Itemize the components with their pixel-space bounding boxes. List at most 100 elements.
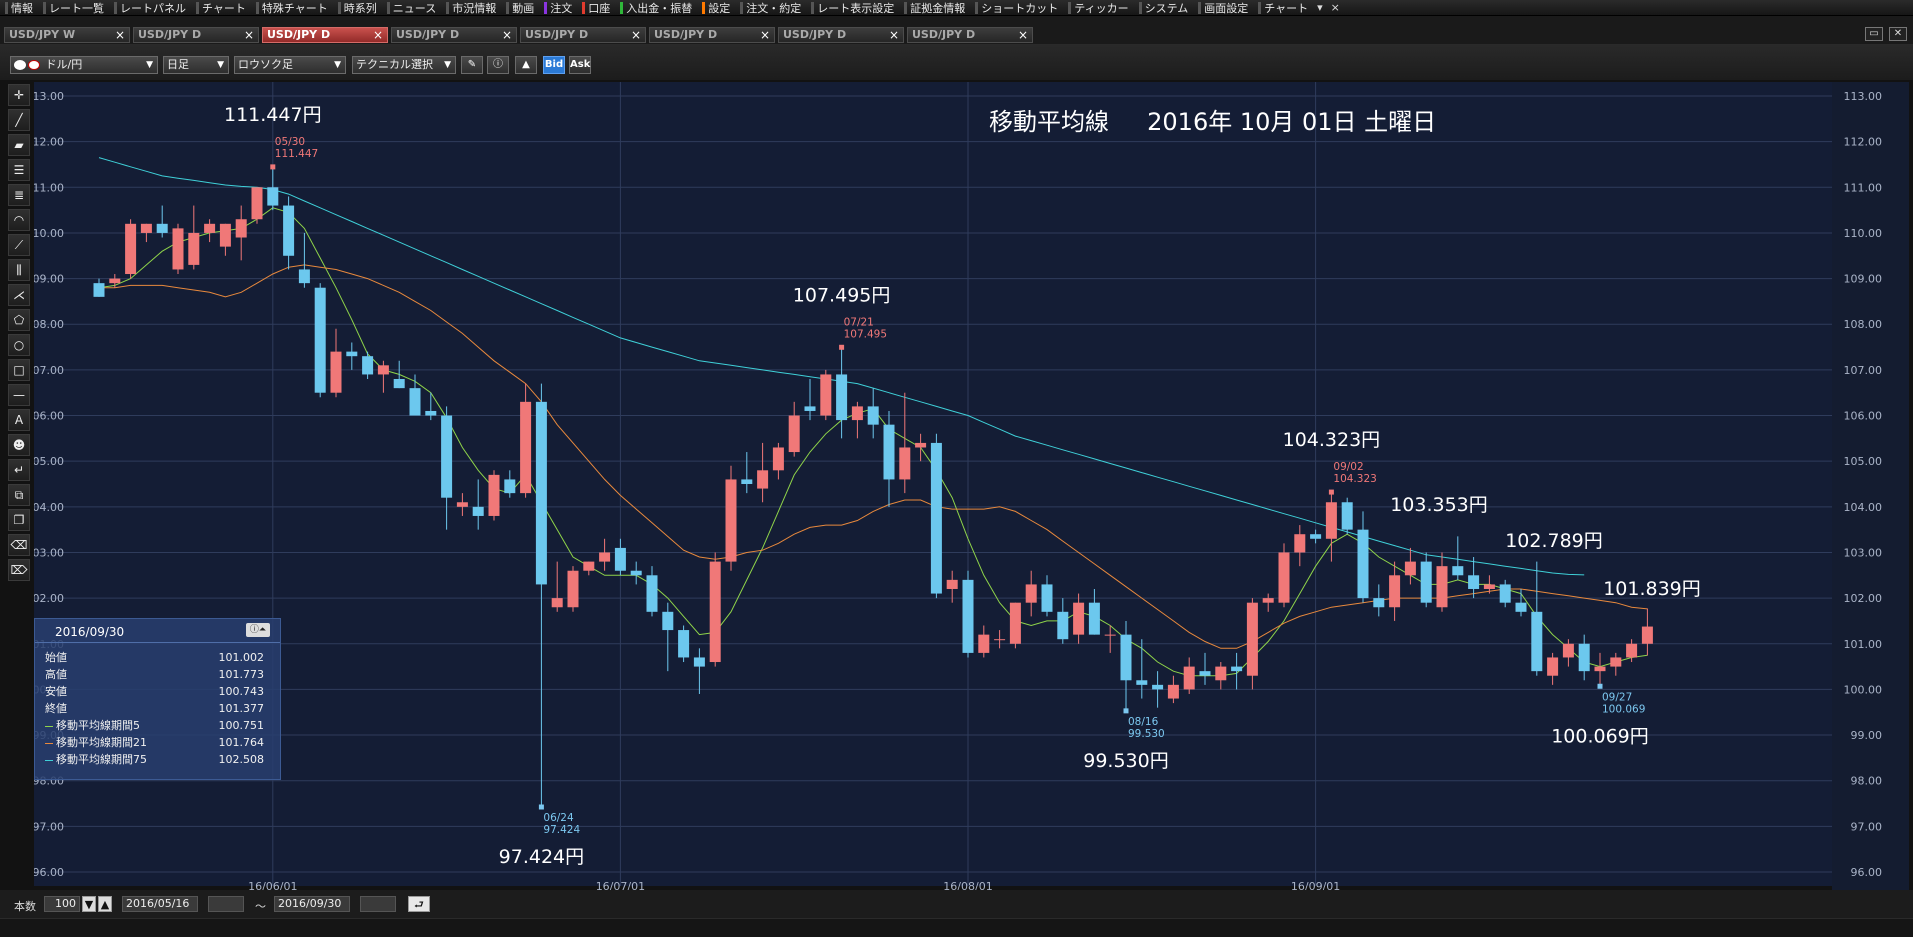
menu-item[interactable]: レート表示設定 [806,0,899,16]
tab-close-icon[interactable]: × [888,28,899,42]
end-date-field[interactable]: 2016/09/30 [274,896,350,912]
info-panel-date: 2016/09/30 [55,625,125,639]
circle-icon[interactable]: ○ [8,334,30,356]
crosshair-icon[interactable]: ✛ [8,84,30,106]
menu-item[interactable]: ショートカット [970,0,1063,16]
chart-tab[interactable]: USD/JPY D × [262,27,388,43]
undo-icon[interactable]: ↵ [8,459,30,481]
menu-marker [43,1,46,14]
tab-close-icon[interactable]: × [114,28,125,42]
info-icon[interactable]: ⓘ [487,56,509,74]
fibonacci-icon[interactable]: ≣ [8,184,30,206]
menu-item[interactable]: 入出金・振替 [615,0,697,16]
pitchfork-icon[interactable]: ⋌ [8,284,30,306]
tab-close-icon[interactable]: × [630,28,641,42]
extreme-value-label: 100.069 [1602,703,1645,715]
menu-item[interactable]: チャート [1253,0,1313,16]
info-row-value: 100.751 [218,719,265,732]
restore-window-button[interactable]: ▭ [1865,27,1883,41]
fib-arc-icon[interactable]: ◠ [8,209,30,231]
count-up-icon[interactable]: ▲ [98,896,112,912]
candle-body [630,570,642,576]
chart-style-select[interactable]: ロウソク足 ▼ [234,56,346,74]
candle-body [583,561,595,571]
menu-item[interactable]: 注文・約定 [735,0,806,16]
menu-item[interactable]: 動画 [501,0,539,16]
ask-button[interactable]: Ask [569,56,591,74]
chart-type-icon[interactable]: ▲ [515,56,537,74]
chart-tab[interactable]: USD/JPY D × [391,27,517,43]
menu-item[interactable]: システム [1134,0,1194,16]
paste-icon[interactable]: ❐ [8,509,30,531]
y-tick-label-right: 106.00 [1844,410,1883,423]
start-time-field[interactable] [208,896,244,912]
candlestick-chart[interactable]: 113.00 113.00 112.00 112.00 111.00 111.00 110.… [34,82,1909,902]
menu-item[interactable]: 口座 [577,0,615,16]
chart-tab[interactable]: USD/JPY D × [520,27,646,43]
menu-item[interactable]: 画面設定 [1193,0,1253,16]
menu-item[interactable]: ティッカー [1063,0,1133,16]
rectangle-icon[interactable]: □ [8,359,30,381]
menu-item[interactable]: レートパネル [109,0,191,16]
candle-body [662,611,674,631]
menu-item-label: 注文 [550,1,573,15]
menu-item[interactable]: 証拠金情報 [899,0,970,16]
x-tick-label: 16/09/01 [1291,880,1340,893]
gann-fan-icon[interactable]: ⟋ [8,234,30,256]
pentagon-icon[interactable]: ⬠ [8,309,30,331]
start-date-field[interactable]: 2016/05/16 [122,896,198,912]
horizontal-line-icon[interactable]: ☰ [8,159,30,181]
line-icon[interactable]: — [8,384,30,406]
pen-icon[interactable]: ✎ [461,56,483,74]
copy-icon[interactable]: ⧉ [8,484,30,506]
chart-tab[interactable]: USD/JPY D × [133,27,259,43]
end-time-field[interactable] [360,896,396,912]
info-row-label-cell: 高値 [45,666,179,683]
close-window-button[interactable]: ✕ [1889,27,1907,41]
return-icon[interactable]: ⮐ [408,896,430,912]
tab-close-icon[interactable]: × [1017,28,1028,42]
emoji-icon[interactable]: ☻ [8,434,30,456]
ruler-icon[interactable]: ▰ [8,134,30,156]
menu-item[interactable]: ニュース [382,0,441,16]
menu-item-label: レートパネル [120,1,186,15]
info-panel-toggle-icon[interactable]: ⓘ⏶ [246,623,270,637]
period-select[interactable]: 日足 ▼ [163,56,229,74]
menu-more-icon[interactable]: ▾ [1317,1,1323,14]
text-icon[interactable]: A [8,409,30,431]
candle-body [235,219,247,238]
tab-close-icon[interactable]: × [243,28,254,42]
chart-tab[interactable]: USD/JPY D × [907,27,1033,43]
bar-count-field[interactable]: 100 [44,896,80,912]
menu-item[interactable]: チャート [191,0,251,16]
info-row-label: 始値 [45,651,67,664]
chevron-down-icon: ▼ [146,60,153,70]
tab-close-icon[interactable]: × [501,28,512,42]
trend-line-icon[interactable]: ╱ [8,109,30,131]
menu-item[interactable]: 時系列 [333,0,382,16]
chart-tab[interactable]: USD/JPY W × [4,27,130,43]
currency-pair-select[interactable]: ドル/円 ▼ [10,56,158,74]
tab-close-icon[interactable]: × [372,28,383,42]
vertical-lines-icon[interactable]: ⫼ [8,259,30,281]
menu-close-icon[interactable]: × [1330,1,1340,14]
chart-tab[interactable]: USD/JPY D × [649,27,775,43]
eraser-icon[interactable]: ⌫ [8,534,30,556]
count-down-icon[interactable]: ▼ [82,896,96,912]
menu-item[interactable]: 特殊チャート [251,0,333,16]
erase-all-icon[interactable]: ⌦ [8,559,30,581]
menu-item[interactable]: レート一覧 [38,0,109,16]
tab-close-icon[interactable]: × [759,28,770,42]
bid-button[interactable]: Bid [543,56,565,74]
y-tick-label: 113.00 [34,90,64,103]
chart-tab[interactable]: USD/JPY D × [778,27,904,43]
candle-body [393,379,405,389]
menu-item[interactable]: 注文 [539,0,577,16]
technical-select[interactable]: テクニカル選択 ▼ [352,56,456,74]
extreme-marker [270,164,276,170]
menu-item[interactable]: 情報 [0,0,38,16]
menu-item[interactable]: 設定 [697,0,735,16]
menu-item[interactable]: 市況情報 [441,0,501,16]
extreme-marker [1328,489,1334,495]
